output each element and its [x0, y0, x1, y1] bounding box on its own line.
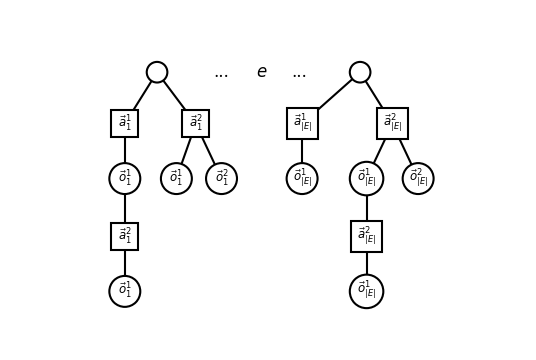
Circle shape — [147, 62, 167, 82]
Text: $\vec{o}_1^1$: $\vec{o}_1^1$ — [169, 168, 183, 189]
Circle shape — [206, 163, 237, 194]
Circle shape — [287, 163, 317, 194]
Circle shape — [403, 163, 434, 194]
FancyBboxPatch shape — [351, 221, 382, 252]
Text: $\vec{o}_{|E|}^1$: $\vec{o}_{|E|}^1$ — [357, 280, 376, 302]
Text: $\vec{a}_1^2$: $\vec{a}_1^2$ — [189, 114, 203, 134]
Circle shape — [350, 162, 383, 195]
Text: $\vec{o}_{|E|}^1$: $\vec{o}_{|E|}^1$ — [293, 167, 311, 190]
FancyBboxPatch shape — [111, 110, 138, 137]
Circle shape — [350, 62, 370, 82]
Text: ...: ... — [214, 64, 229, 81]
Circle shape — [109, 276, 140, 307]
Text: $\vec{o}_{|E|}^2$: $\vec{o}_{|E|}^2$ — [408, 167, 428, 190]
Circle shape — [350, 275, 383, 308]
Circle shape — [109, 163, 140, 194]
FancyBboxPatch shape — [111, 223, 138, 250]
Circle shape — [161, 163, 192, 194]
Text: $\vec{a}_1^2$: $\vec{a}_1^2$ — [118, 226, 132, 247]
Text: $\vec{a}_1^1$: $\vec{a}_1^1$ — [118, 114, 132, 134]
Text: $\vec{o}_1^2$: $\vec{o}_1^2$ — [214, 168, 228, 189]
Text: $e$: $e$ — [256, 64, 267, 81]
Text: $\vec{a}_{|E|}^2$: $\vec{a}_{|E|}^2$ — [357, 226, 376, 248]
Text: ...: ... — [291, 64, 307, 81]
Text: $\vec{o}_1^1$: $\vec{o}_1^1$ — [118, 282, 132, 301]
Text: $\vec{a}_{|E|}^1$: $\vec{a}_{|E|}^1$ — [293, 113, 311, 135]
FancyBboxPatch shape — [377, 108, 408, 139]
FancyBboxPatch shape — [182, 110, 209, 137]
Text: $\vec{o}_1^1$: $\vec{o}_1^1$ — [118, 168, 132, 189]
FancyBboxPatch shape — [287, 108, 317, 139]
Text: $\vec{a}_{|E|}^2$: $\vec{a}_{|E|}^2$ — [383, 113, 402, 135]
Text: $\vec{o}_{|E|}^1$: $\vec{o}_{|E|}^1$ — [357, 167, 376, 190]
